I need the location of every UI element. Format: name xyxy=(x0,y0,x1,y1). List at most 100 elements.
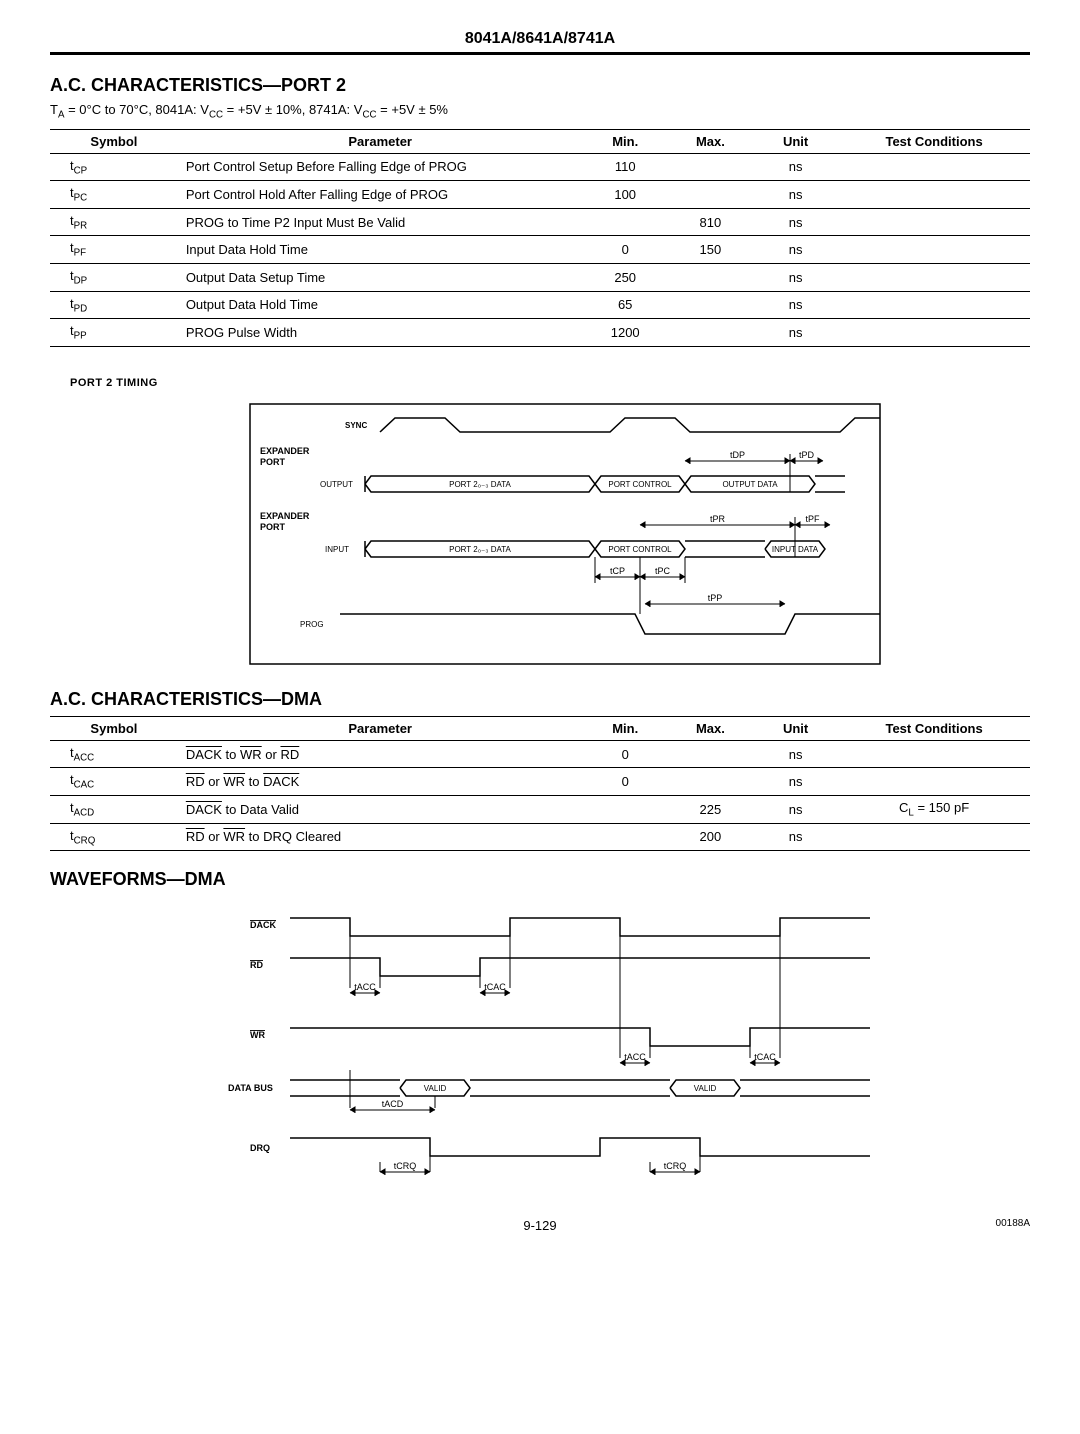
section-title-dma: A.C. CHARACTERISTICS—DMA xyxy=(50,689,1030,710)
cell-symbol: tPF xyxy=(50,236,178,264)
svg-text:OUTPUT: OUTPUT xyxy=(320,480,353,489)
col-min: Min. xyxy=(583,716,668,740)
cell-cond xyxy=(838,319,1030,347)
page-header: 8041A/8641A/8741A xyxy=(50,30,1030,55)
cell-min xyxy=(583,823,668,851)
conditions-port2: TA = 0°C to 70°C, 8041A: VCC = +5V ± 10%… xyxy=(50,102,1030,121)
table-port2-head: Symbol Parameter Min. Max. Unit Test Con… xyxy=(50,129,1030,153)
table-row: tDPOutput Data Setup Time250ns xyxy=(50,263,1030,291)
cell-max xyxy=(668,740,753,768)
col-symbol: Symbol xyxy=(50,716,178,740)
cell-min: 1200 xyxy=(583,319,668,347)
svg-text:DATA BUS: DATA BUS xyxy=(228,1083,273,1093)
cell-min: 100 xyxy=(583,181,668,209)
cell-cond xyxy=(838,768,1030,796)
cell-param: DACK to WR or RD xyxy=(178,740,583,768)
cell-symbol: tCAC xyxy=(50,768,178,796)
svg-text:PORT CONTROL: PORT CONTROL xyxy=(608,480,672,489)
cell-min: 65 xyxy=(583,291,668,319)
cell-max xyxy=(668,768,753,796)
cell-max: 810 xyxy=(668,208,753,236)
cell-cond xyxy=(838,291,1030,319)
svg-text:tCAC: tCAC xyxy=(484,982,506,992)
table-row: tACCDACK to WR or RD0ns xyxy=(50,740,1030,768)
svg-text:EXPANDER: EXPANDER xyxy=(260,511,310,521)
table-row: tACDDACK to Data Valid225nsCL = 150 pF xyxy=(50,795,1030,823)
cell-unit: ns xyxy=(753,263,838,291)
section-title-waveforms-dma: WAVEFORMS—DMA xyxy=(50,869,1030,890)
cell-max xyxy=(668,181,753,209)
cell-max xyxy=(668,291,753,319)
cell-cond xyxy=(838,740,1030,768)
table-row: tCACRD or WR to DACK0ns xyxy=(50,768,1030,796)
cell-symbol: tPC xyxy=(50,181,178,209)
col-unit: Unit xyxy=(753,716,838,740)
table-dma-head: Symbol Parameter Min. Max. Unit Test Con… xyxy=(50,716,1030,740)
cell-param: Port Control Hold After Falling Edge of … xyxy=(178,181,583,209)
diagram-waveforms-dma: DACKRDtACCtCACWRtACCtCACDATA BUSVALIDVAL… xyxy=(190,898,890,1198)
cell-symbol: tPD xyxy=(50,291,178,319)
svg-text:PORT: PORT xyxy=(260,522,286,532)
svg-text:VALID: VALID xyxy=(694,1084,717,1093)
cell-unit: ns xyxy=(753,208,838,236)
cell-unit: ns xyxy=(753,319,838,347)
table-row: tPPPROG Pulse Width1200ns xyxy=(50,319,1030,347)
col-cond: Test Conditions xyxy=(838,129,1030,153)
cell-unit: ns xyxy=(753,181,838,209)
cell-cond xyxy=(838,208,1030,236)
cell-symbol: tACC xyxy=(50,740,178,768)
cell-symbol: tCP xyxy=(50,153,178,181)
svg-text:PORT 2₀₋₃ DATA: PORT 2₀₋₃ DATA xyxy=(449,545,511,554)
cell-unit: ns xyxy=(753,153,838,181)
doc-id: 00188A xyxy=(996,1218,1030,1229)
col-max: Max. xyxy=(668,129,753,153)
svg-text:VALID: VALID xyxy=(424,1084,447,1093)
svg-text:SYNC: SYNC xyxy=(345,421,367,430)
cell-min: 0 xyxy=(583,236,668,264)
svg-text:PROG: PROG xyxy=(300,620,324,629)
svg-text:tACC: tACC xyxy=(624,1052,646,1062)
cell-min xyxy=(583,208,668,236)
table-row: tCRQRD or WR to DRQ Cleared200ns xyxy=(50,823,1030,851)
cell-symbol: tDP xyxy=(50,263,178,291)
col-min: Min. xyxy=(583,129,668,153)
cell-max xyxy=(668,319,753,347)
svg-text:INPUT: INPUT xyxy=(325,545,349,554)
cell-cond: CL = 150 pF xyxy=(838,795,1030,823)
svg-text:tCRQ: tCRQ xyxy=(664,1161,687,1171)
table-port2-body: tCPPort Control Setup Before Falling Edg… xyxy=(50,153,1030,346)
cell-param: DACK to Data Valid xyxy=(178,795,583,823)
cell-max xyxy=(668,263,753,291)
cell-cond xyxy=(838,263,1030,291)
svg-text:PORT: PORT xyxy=(260,457,286,467)
table-row: tCPPort Control Setup Before Falling Edg… xyxy=(50,153,1030,181)
table-dma-body: tACCDACK to WR or RD0nstCACRD or WR to D… xyxy=(50,740,1030,850)
svg-text:tPF: tPF xyxy=(805,514,820,524)
cell-symbol: tACD xyxy=(50,795,178,823)
col-parameter: Parameter xyxy=(178,716,583,740)
cell-min xyxy=(583,795,668,823)
diagram-port2-timing: SYNCEXPANDERPORTOUTPUTPORT 2₀₋₃ DATAPORT… xyxy=(190,399,890,669)
svg-text:tCP: tCP xyxy=(610,566,625,576)
svg-text:tCAC: tCAC xyxy=(754,1052,776,1062)
col-symbol: Symbol xyxy=(50,129,178,153)
cell-unit: ns xyxy=(753,795,838,823)
table-row: tPFInput Data Hold Time0150ns xyxy=(50,236,1030,264)
cell-max: 150 xyxy=(668,236,753,264)
cell-max xyxy=(668,153,753,181)
table-row: tPDOutput Data Hold Time65ns xyxy=(50,291,1030,319)
cell-param: PROG to Time P2 Input Must Be Valid xyxy=(178,208,583,236)
svg-text:OUTPUT DATA: OUTPUT DATA xyxy=(722,480,778,489)
col-unit: Unit xyxy=(753,129,838,153)
table-row: tPCPort Control Hold After Falling Edge … xyxy=(50,181,1030,209)
svg-text:tPD: tPD xyxy=(799,450,815,460)
cell-cond xyxy=(838,181,1030,209)
svg-text:tACD: tACD xyxy=(382,1099,404,1109)
svg-text:tPR: tPR xyxy=(710,514,726,524)
cell-unit: ns xyxy=(753,291,838,319)
cell-unit: ns xyxy=(753,740,838,768)
page-number: 9-129 xyxy=(523,1218,556,1233)
cell-min: 0 xyxy=(583,768,668,796)
svg-text:tPC: tPC xyxy=(655,566,671,576)
cell-param: PROG Pulse Width xyxy=(178,319,583,347)
